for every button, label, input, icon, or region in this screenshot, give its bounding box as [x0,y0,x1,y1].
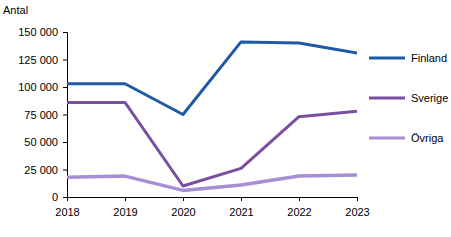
legend-item: Sverige [369,92,448,104]
legend-label: Sverige [411,92,448,104]
tick: 50 000 [24,136,67,148]
axis-title: Antal [3,4,28,16]
tick-label: 0 [52,191,58,203]
tick-mark [63,142,67,143]
tick: 2018 [55,197,79,218]
tick-mark [67,197,68,201]
tick-label: 2019 [113,206,137,218]
tick-label: 2020 [171,206,195,218]
y-axis: 0 25 000 50 000 75 000 100 000 125 000 150 000 [18,26,67,203]
axis-line [63,33,68,198]
tick: 125 000 [18,54,67,66]
tick: 75 000 [24,109,67,121]
series-line [67,175,357,190]
legend-item: Finland [369,52,447,64]
tick-label: 125 000 [18,54,58,66]
legend-swatch [369,137,405,140]
tick: 100 000 [18,81,67,93]
tick-mark [63,197,67,198]
tick-label: 100 000 [18,81,58,93]
tick-mark [357,197,358,201]
tick-mark [63,32,67,33]
x-axis: 2018 2019 2020 2021 2022 2023 [55,197,369,218]
tick-label: 50 000 [24,136,58,148]
tick-mark [63,60,67,61]
legend-swatch [369,97,405,100]
series-line [67,102,357,186]
lines [67,42,357,191]
legend-label: Övriga [411,132,444,144]
tick-label: 150 000 [18,26,58,38]
axis-line [68,198,358,202]
tick: 2019 [113,197,137,218]
tick-mark [299,197,300,201]
tick: 2022 [287,197,311,218]
tick-label: 25 000 [24,164,58,176]
tick: 2023 [345,197,369,218]
legend-item: Övriga [369,132,444,144]
plot: 0 25 000 50 000 75 000 100 000 125 000 150 000… [18,26,370,218]
tick: 25 000 [24,164,67,176]
chart: 0 25 000 50 000 75 000 100 000 125 000 150 000… [0,0,451,237]
legend-swatch [369,57,405,60]
tick-label: 2022 [287,206,311,218]
tick: 2021 [229,197,253,218]
tick-mark [63,170,67,171]
tick-label: 2018 [55,206,79,218]
tick-label: 2021 [229,206,253,218]
tick: 150 000 [18,26,67,38]
tick-label: 75 000 [24,109,58,121]
legend-label: Finland [411,52,447,64]
tick-mark [125,197,126,201]
tick-label: 2023 [345,206,369,218]
tick-mark [241,197,242,201]
legend: Finland Sverige Övriga [369,52,448,144]
tick-mark [63,87,67,88]
tick-mark [63,115,67,116]
tick: 0 [52,191,67,203]
tick-mark [183,197,184,201]
tick: 2020 [171,197,195,218]
